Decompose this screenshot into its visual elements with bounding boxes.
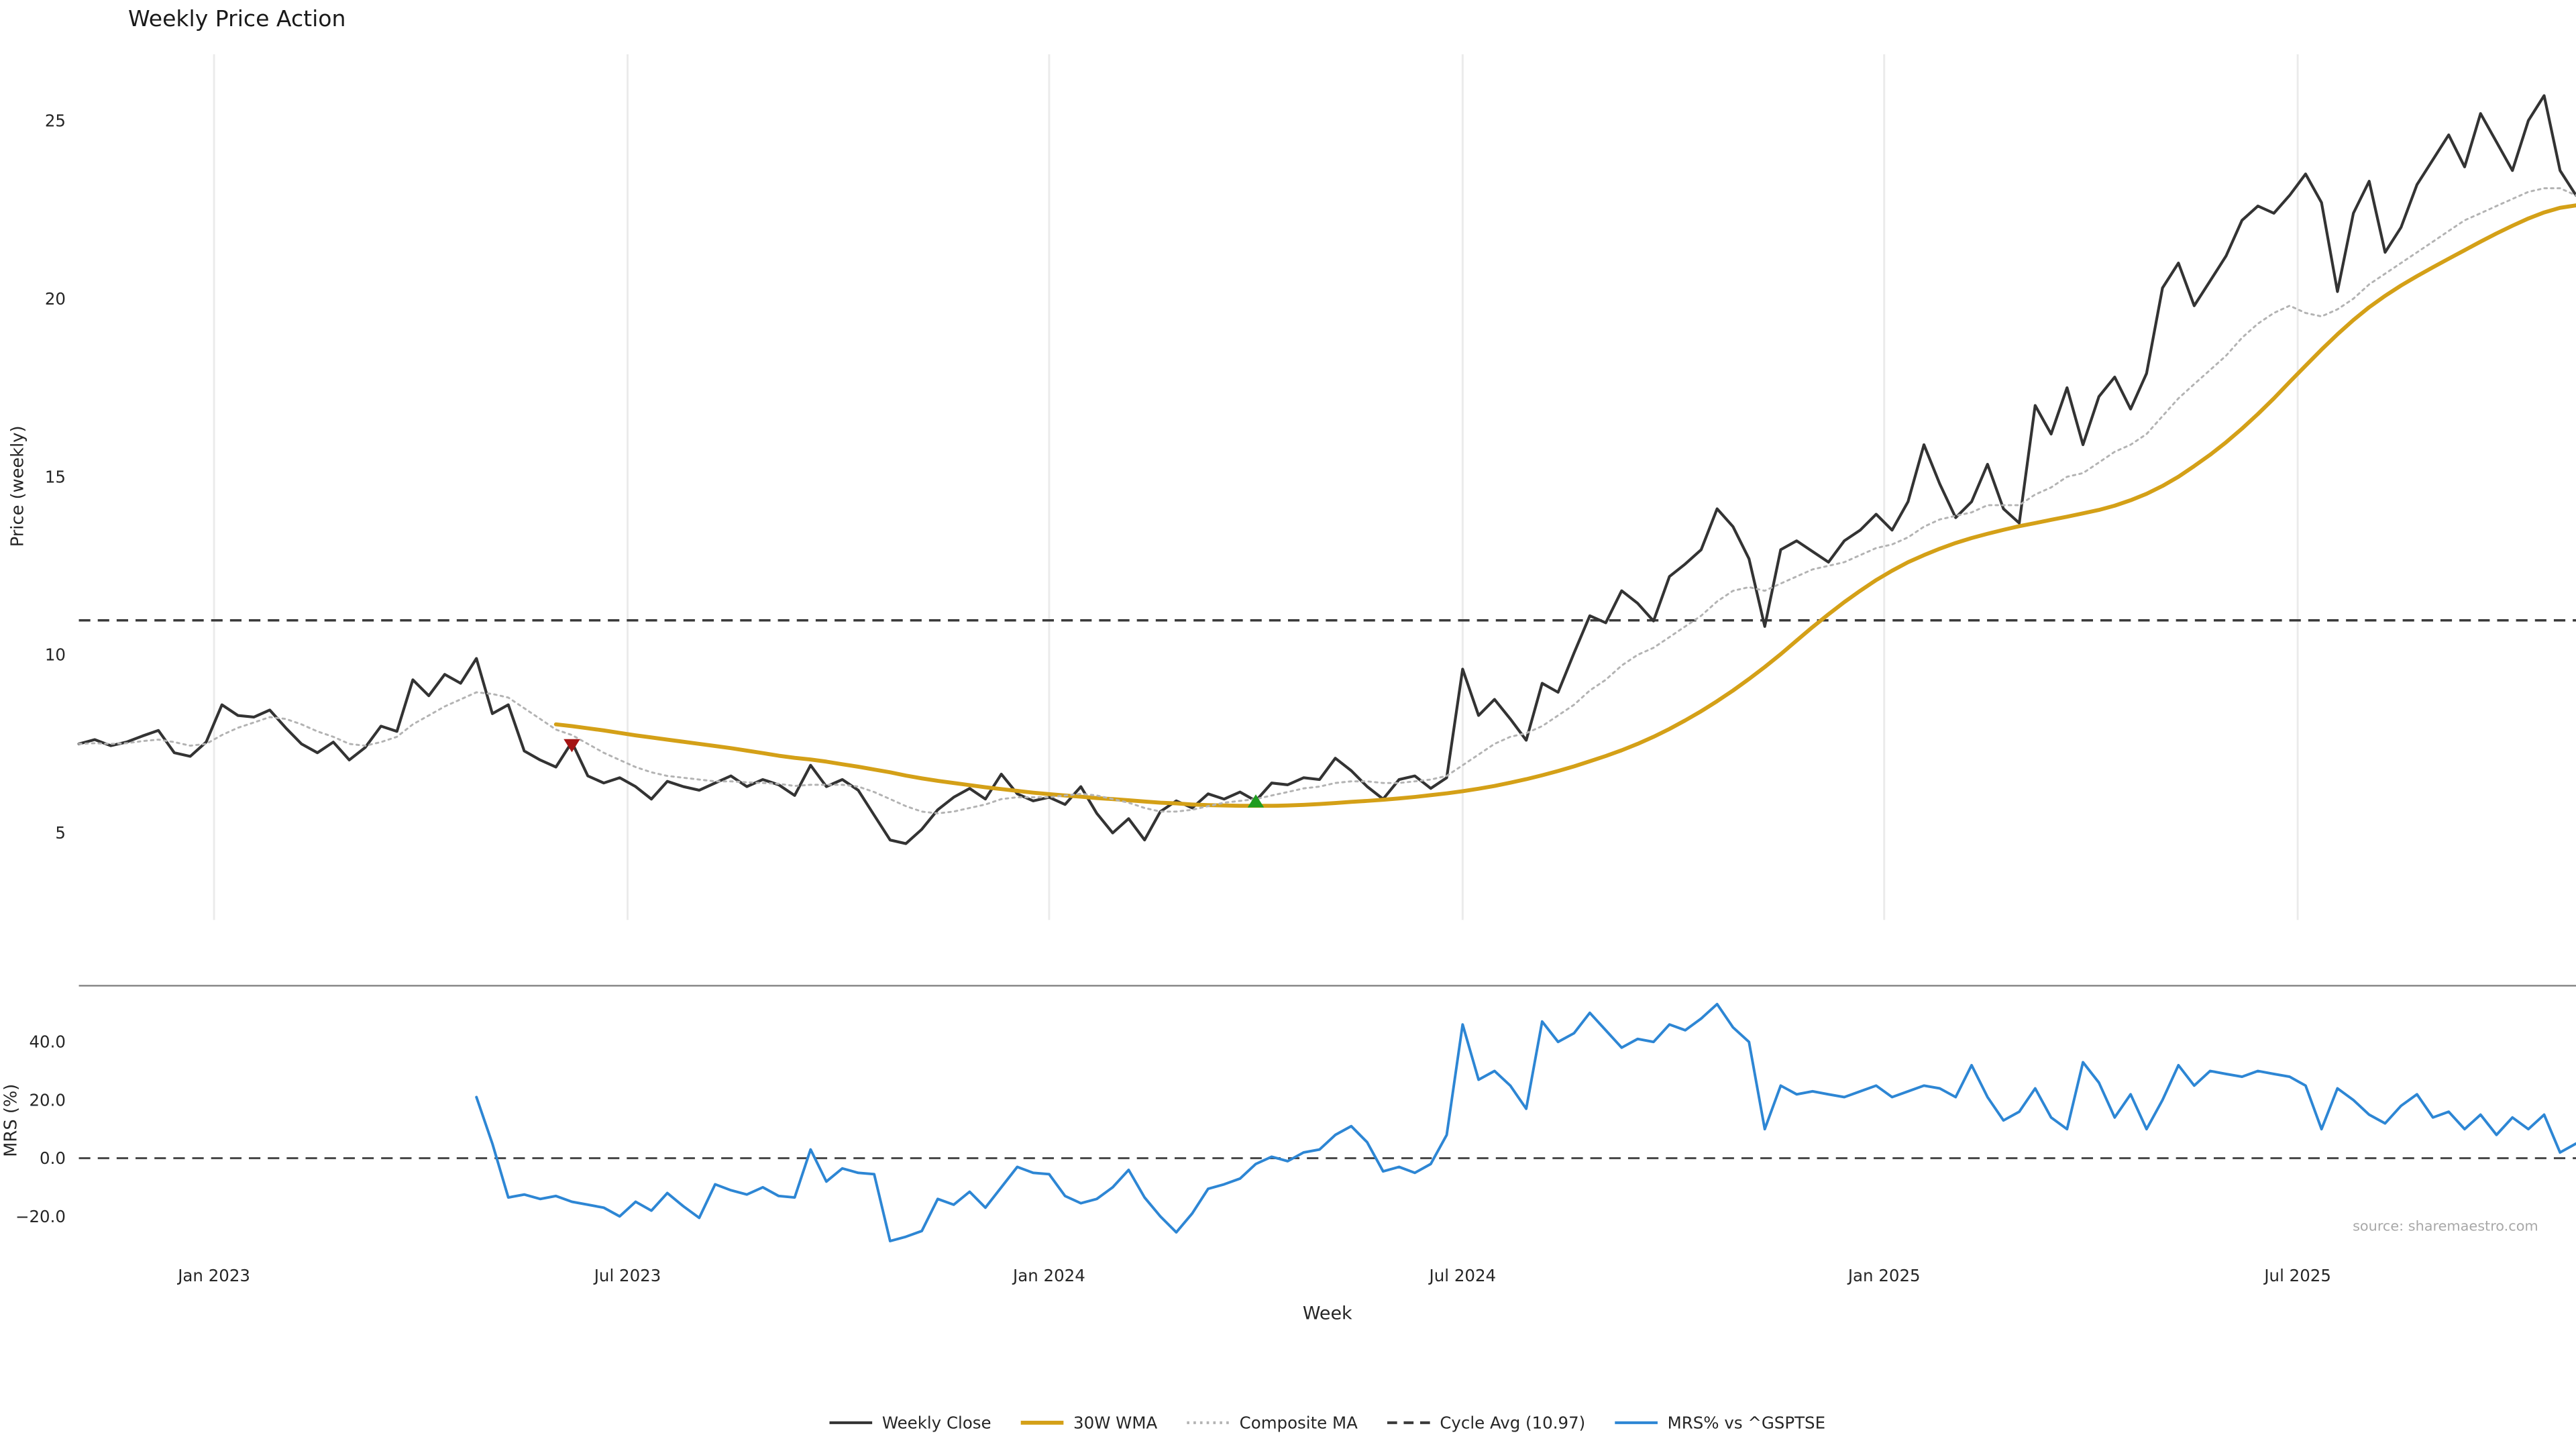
- xtick-label: Jul 2024: [1428, 1266, 1497, 1285]
- legend-label: Cycle Avg (10.97): [1440, 1413, 1585, 1432]
- legend-item-30w-wma: 30W WMA: [1020, 1413, 1157, 1432]
- price-ytick: 25: [45, 111, 66, 130]
- price-ytick: 10: [45, 645, 66, 665]
- xtick-label: Jul 2023: [593, 1266, 661, 1285]
- mrs-ytick: −20.0: [15, 1207, 66, 1226]
- legend-label: Composite MA: [1240, 1413, 1358, 1432]
- series-composite-ma: [78, 187, 2576, 814]
- legend-label: MRS% vs ^GSPTSE: [1668, 1413, 1825, 1432]
- buy-signal-marker: [1247, 794, 1265, 808]
- xtick-label: Jan 2023: [176, 1266, 250, 1285]
- price-ytick: 20: [45, 289, 66, 309]
- series-mrs-pct: [475, 1002, 2576, 1242]
- sell-signal-marker: [564, 739, 580, 753]
- x-axis-label: Week: [1303, 1303, 1352, 1324]
- legend-item-mrs-vs-gsptse: MRS% vs ^GSPTSE: [1615, 1413, 1825, 1432]
- gridlines: [213, 54, 2299, 920]
- series-weekly-close: [77, 94, 2576, 845]
- xtick-label: Jan 2025: [1847, 1266, 1921, 1285]
- mrs-ytick: 20.0: [29, 1090, 65, 1110]
- legend-item-cycle-avg-10-97-: Cycle Avg (10.97): [1387, 1413, 1585, 1432]
- price-ytick: 5: [55, 823, 66, 843]
- xtick-label: Jul 2025: [2263, 1266, 2331, 1285]
- legend: Weekly Close 30W WMA Composite MA Cycle Avg…: [829, 1413, 1825, 1432]
- axis-ticks: 5 10 15 20 25 40.0 20.0 0.0 −20.0 Jan 2023 Jul 202…: [15, 111, 2331, 1285]
- price-axis-label: Price (weekly): [7, 425, 28, 547]
- source-attribution: source: sharemaestro.com: [2353, 1218, 2538, 1234]
- chart-title: Weekly Price Action: [128, 5, 345, 32]
- mrs-axis-label: MRS (%): [1, 1084, 21, 1157]
- price-ytick: 15: [45, 467, 66, 486]
- legend-label: 30W WMA: [1073, 1413, 1157, 1432]
- mrs-ytick: 0.0: [40, 1148, 66, 1168]
- legend-label: Weekly Close: [882, 1413, 991, 1432]
- mrs-ytick: 40.0: [29, 1032, 65, 1052]
- xtick-label: Jan 2024: [1012, 1266, 1085, 1285]
- legend-item-composite-ma: Composite MA: [1187, 1413, 1358, 1432]
- series-30w-wma: [553, 203, 2576, 808]
- legend-item-weekly-close: Weekly Close: [829, 1413, 991, 1432]
